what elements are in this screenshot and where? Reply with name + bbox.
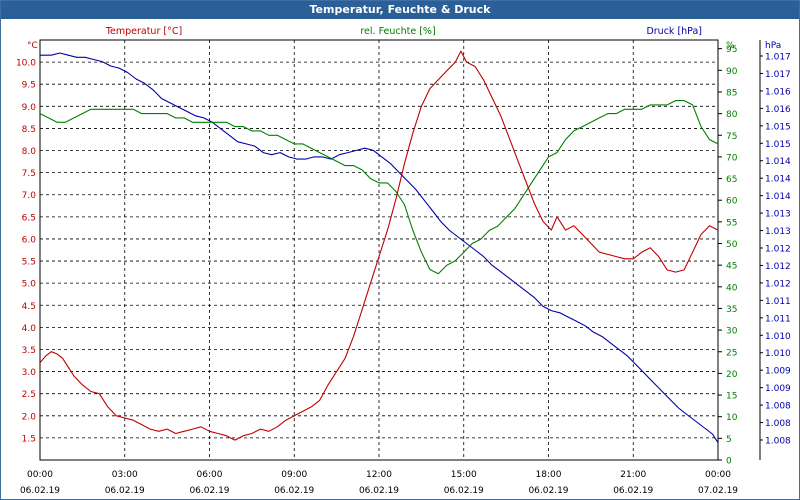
temp-tick-label: 3.0 bbox=[22, 368, 37, 378]
press-tick-label: 1.012 bbox=[765, 262, 791, 272]
press-tick-label: 1.014 bbox=[765, 157, 791, 167]
temp-tick-label: 7.5 bbox=[22, 169, 36, 179]
press-tick-label: 1.014 bbox=[765, 175, 791, 185]
series bbox=[39, 50, 719, 443]
press-tick-label: 1.008 bbox=[765, 437, 791, 447]
hum-tick-label: 45 bbox=[726, 262, 737, 272]
hum-tick-label: 10 bbox=[726, 413, 738, 423]
legend-humidity: rel. Feuchte [%] bbox=[360, 26, 435, 37]
press-tick-label: 1.015 bbox=[765, 140, 791, 150]
x-tick-date: 06.02.19 bbox=[189, 486, 229, 496]
temp-unit-label: °C bbox=[27, 41, 38, 51]
temp-tick-label: 8.0 bbox=[22, 147, 37, 157]
press-tick-label: 1.017 bbox=[765, 70, 791, 80]
hum-tick-label: 30 bbox=[726, 327, 738, 337]
hum-tick-label: 5 bbox=[726, 435, 732, 445]
press-tick-label: 1.010 bbox=[765, 349, 791, 359]
temp-tick-label: 3.5 bbox=[22, 346, 36, 356]
x-tick-time: 09:00 bbox=[281, 470, 307, 480]
x-tick-time: 03:00 bbox=[112, 470, 138, 480]
temp-tick-label: 8.5 bbox=[22, 125, 36, 135]
hum-tick-label: 65 bbox=[726, 175, 737, 185]
hum-unit-label: % bbox=[726, 41, 735, 51]
humidity-line bbox=[39, 100, 719, 275]
axes bbox=[39, 39, 763, 461]
hum-tick-label: 40 bbox=[726, 283, 738, 293]
hum-tick-label: 60 bbox=[726, 197, 738, 207]
temperature-line bbox=[39, 50, 719, 441]
temp-tick-label: 9.5 bbox=[22, 81, 36, 91]
press-tick-label: 1.014 bbox=[765, 192, 791, 202]
hum-tick-label: 70 bbox=[726, 153, 738, 163]
legend-temperature: Temperatur [°C] bbox=[105, 26, 182, 37]
x-tick-date: 06.02.19 bbox=[20, 486, 60, 496]
temp-tick-label: 2.0 bbox=[22, 412, 37, 422]
temp-tick-label: 1.5 bbox=[22, 434, 36, 444]
temp-tick-label: 10.0 bbox=[16, 59, 36, 69]
x-tick-time: 00:00 bbox=[27, 470, 53, 480]
hum-tick-label: 55 bbox=[726, 218, 737, 228]
x-tick-time: 18:00 bbox=[536, 470, 562, 480]
press-tick-label: 1.012 bbox=[765, 279, 791, 289]
press-tick-label: 1.015 bbox=[765, 122, 791, 132]
press-tick-label: 1.008 bbox=[765, 419, 791, 429]
hum-tick-label: 35 bbox=[726, 305, 737, 315]
pressure-line bbox=[40, 52, 719, 443]
press-tick-label: 1.010 bbox=[765, 332, 791, 342]
hum-tick-label: 80 bbox=[726, 110, 738, 120]
x-tick-date: 06.02.19 bbox=[105, 486, 145, 496]
temp-tick-label: 5.5 bbox=[22, 258, 36, 268]
hum-tick-label: 75 bbox=[726, 132, 737, 142]
temp-tick-label: 6.0 bbox=[22, 235, 37, 245]
hum-tick-label: 50 bbox=[726, 240, 738, 250]
temp-tick-label: 2.5 bbox=[22, 390, 36, 400]
x-tick-time: 00:00 bbox=[705, 470, 731, 480]
press-unit-label: hPa bbox=[765, 41, 781, 51]
x-tick-date: 06.02.19 bbox=[359, 486, 399, 496]
temp-tick-label: 4.5 bbox=[22, 302, 36, 312]
press-tick-label: 1.008 bbox=[765, 402, 791, 412]
hum-tick-label: 85 bbox=[726, 88, 737, 98]
press-tick-label: 1.011 bbox=[765, 314, 791, 324]
press-tick-label: 1.013 bbox=[765, 227, 791, 237]
temp-tick-label: 6.5 bbox=[22, 213, 36, 223]
chart-title: Temperatur, Feuchte & Druck bbox=[1, 1, 799, 19]
x-tick-time: 21:00 bbox=[620, 470, 646, 480]
hum-tick-label: 95 bbox=[726, 45, 737, 55]
temp-tick-label: 5.0 bbox=[22, 280, 37, 290]
hum-tick-label: 15 bbox=[726, 392, 737, 402]
x-tick-date: 06.02.19 bbox=[613, 486, 653, 496]
grid bbox=[40, 40, 718, 460]
hum-tick-label: 90 bbox=[726, 67, 738, 77]
x-tick-date: 06.02.19 bbox=[528, 486, 568, 496]
x-tick-time: 15:00 bbox=[451, 470, 477, 480]
hum-tick-label: 0 bbox=[726, 457, 732, 467]
temp-tick-label: 9.0 bbox=[22, 103, 37, 113]
labels: 1.5 2.0 2.5 3.0 3.5 4.0 4.5 5.0 5.5 6.0 6.5 7.0 7.5 8… bbox=[16, 26, 791, 496]
x-tick-date: 06.02.19 bbox=[274, 486, 314, 496]
x-tick-date: 07.02.19 bbox=[698, 486, 738, 496]
plot-frame bbox=[39, 39, 719, 461]
x-tick-time: 06:00 bbox=[197, 470, 223, 480]
press-tick-label: 1.013 bbox=[765, 210, 791, 220]
hum-tick-label: 25 bbox=[726, 348, 737, 358]
press-tick-label: 1.011 bbox=[765, 297, 791, 307]
press-tick-label: 1.016 bbox=[765, 87, 791, 97]
temp-tick-label: 4.0 bbox=[22, 324, 37, 334]
press-tick-label: 1.017 bbox=[765, 53, 791, 63]
press-tick-label: 1.009 bbox=[765, 367, 791, 377]
legend-pressure: Druck [hPa] bbox=[646, 26, 702, 37]
temp-tick-label: 7.0 bbox=[22, 191, 37, 201]
x-tick-time: 12:00 bbox=[366, 470, 392, 480]
press-tick-label: 1.012 bbox=[765, 245, 791, 255]
x-tick-date: 06.02.19 bbox=[444, 486, 484, 496]
hum-tick-label: 20 bbox=[726, 370, 738, 380]
press-tick-label: 1.016 bbox=[765, 105, 791, 115]
press-tick-label: 1.009 bbox=[765, 384, 791, 394]
